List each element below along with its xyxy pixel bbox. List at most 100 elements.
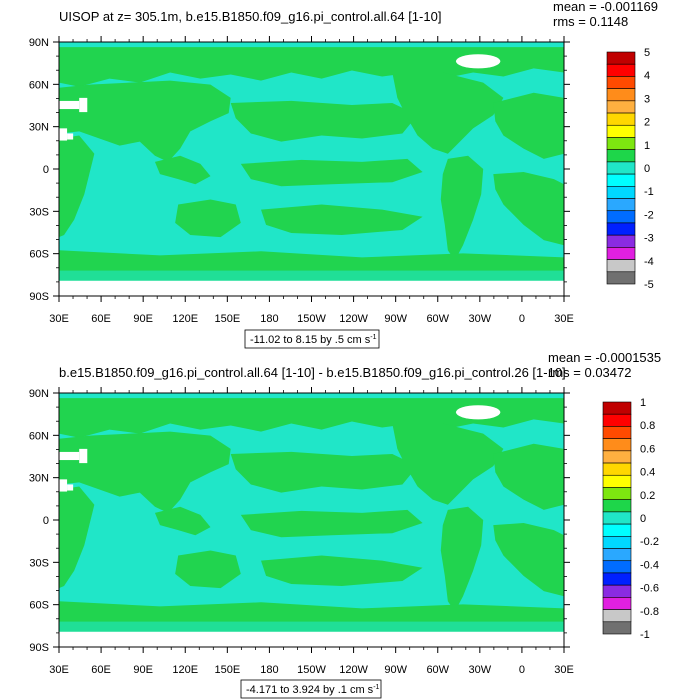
range-box: -4.171 to 3.924 by .1 cm s-1: [240, 679, 382, 699]
colorbar-label: -4: [644, 256, 654, 268]
longitude-axis: 30E 60E 90E 120E 150E 180 150W 120W 90W 60W 30W 0 30…: [49, 387, 574, 676]
lon-tick-label: 150E: [214, 313, 240, 325]
lon-tick-label: 30E: [554, 664, 574, 676]
colorbar-swatch: [602, 438, 632, 452]
colorbar-swatch: [602, 499, 632, 513]
lat-tick-label: 30N: [29, 122, 49, 134]
colorbar-swatch: [602, 413, 632, 427]
colorbar-swatch: [606, 271, 636, 285]
lon-tick-label: 30E: [49, 313, 69, 325]
colorbar-label: -0.2: [640, 536, 659, 548]
mean-value: mean = -0.0001535: [548, 350, 661, 365]
colorbar: 1 0.8 0.6 0.4 0.2 0 -0.2 -0.4 -0.6 -0.8 -1: [602, 397, 659, 641]
lat-tick-label: 30N: [29, 473, 49, 485]
lat-tick-label: 90N: [29, 37, 49, 49]
map-plot: [58, 41, 565, 297]
latitude-axis: 90N 60N 30N 0 30S 60S 90S: [29, 37, 570, 303]
colorbar-label: -0.8: [640, 606, 659, 618]
colorbar-swatch: [602, 572, 632, 586]
lat-tick-label: 60N: [29, 430, 49, 442]
panel-title: UISOP at z= 305.1m, b.e15.B1850.f09_g16.…: [59, 9, 441, 24]
lon-tick-label: 60W: [426, 664, 449, 676]
colorbar-swatch: [602, 584, 632, 598]
colorbar-swatch: [602, 487, 632, 500]
lon-tick-label: 90W: [384, 313, 407, 325]
lon-tick-label: 30E: [554, 313, 574, 325]
colorbar-label: 2: [644, 117, 650, 129]
lon-tick-label: 150E: [214, 664, 240, 676]
colorbar-swatch: [606, 149, 636, 163]
panel-top: UISOP at z= 305.1m, b.e15.B1850.f09_g16.…: [29, 0, 658, 349]
lat-tick-label: 90N: [29, 388, 49, 400]
colorbar-swatch: [606, 137, 636, 150]
lat-tick-label: 60S: [29, 600, 49, 612]
range-label: -4.171 to 3.924 by .1 cm s-1: [246, 684, 380, 696]
colorbar-label: -1: [640, 629, 650, 641]
colorbar-swatch: [606, 210, 636, 224]
lon-tick-label: 120W: [339, 664, 368, 676]
colorbar-swatch: [606, 186, 636, 199]
latitude-axis: 90N 60N 30N 0 30S 60S 90S: [29, 388, 570, 654]
colorbar-swatch: [602, 597, 632, 610]
colorbar-swatch: [602, 609, 632, 623]
colorbar-swatch: [606, 198, 636, 212]
colorbar-swatch: [602, 462, 632, 476]
lat-tick-label: 30S: [29, 557, 49, 569]
colorbar-label: 0.2: [640, 490, 655, 502]
lon-tick-label: 30W: [469, 313, 492, 325]
colorbar-label: 4: [644, 70, 650, 82]
colorbar-label: 0: [644, 163, 650, 175]
lon-tick-label: 60W: [426, 313, 449, 325]
lon-tick-label: 0: [519, 313, 525, 325]
panel-bottom: b.e15.B1850.f09_g16.pi_control.all.64 [1…: [29, 350, 661, 699]
colorbar-swatch: [606, 161, 636, 175]
colorbar-swatch: [606, 173, 636, 187]
colorbar-label: 3: [644, 93, 650, 105]
colorbar-label: 0: [640, 513, 646, 525]
rms-value: rms = 0.1148: [553, 14, 628, 29]
lat-tick-label: 0: [43, 515, 49, 527]
lon-tick-label: 90W: [384, 664, 407, 676]
colorbar-label: -2: [644, 209, 654, 221]
range-label: -11.02 to 8.15 by .5 cm s-1: [250, 334, 377, 346]
colorbar-swatch: [606, 100, 636, 114]
lon-tick-label: 180: [260, 664, 278, 676]
lon-tick-label: 150W: [297, 313, 326, 325]
panel-title: b.e15.B1850.f09_g16.pi_control.all.64 [1…: [59, 365, 566, 380]
colorbar-label: 5: [644, 47, 650, 59]
colorbar-label: -0.6: [640, 583, 659, 595]
colorbar-label: -3: [644, 233, 654, 245]
colorbar-label: 1: [644, 140, 650, 152]
colorbar-label: 0.4: [640, 467, 655, 479]
lon-tick-label: 60E: [91, 313, 111, 325]
lon-tick-label: 90E: [133, 664, 153, 676]
colorbar-swatch: [602, 621, 632, 635]
colorbar-label: -5: [644, 279, 654, 291]
colorbar: 5 4 3 2 1 0 -1 -2 -3 -4 -5: [606, 47, 654, 291]
lon-tick-label: 180: [260, 313, 278, 325]
lon-tick-label: 120E: [172, 313, 198, 325]
lon-tick-label: 60E: [91, 664, 111, 676]
colorbar-swatch: [602, 560, 632, 574]
colorbar-swatch: [606, 259, 636, 273]
lat-tick-label: 30S: [29, 206, 49, 218]
lat-tick-label: 60N: [29, 79, 49, 91]
lon-tick-label: 30E: [49, 664, 69, 676]
colorbar-label: 0.6: [640, 443, 655, 455]
lon-tick-label: 90E: [133, 313, 153, 325]
colorbar-swatch: [606, 112, 636, 126]
colorbar-swatch: [602, 511, 632, 525]
map-plot: [58, 392, 565, 648]
lon-tick-label: 30W: [469, 664, 492, 676]
lat-tick-label: 90S: [29, 642, 49, 654]
colorbar-label: 1: [640, 397, 646, 409]
longitude-axis: 30E 60E 90E 120E 150E 180 150W 120W 90W 60W 30W 0 30…: [49, 36, 574, 325]
colorbar-swatch: [602, 426, 632, 439]
colorbar-swatch: [602, 474, 632, 488]
colorbar-swatch: [606, 222, 636, 236]
colorbar-swatch: [602, 401, 632, 415]
colorbar-swatch: [606, 76, 636, 89]
colorbar-swatch: [606, 51, 636, 65]
colorbar-label: -1: [644, 186, 654, 198]
lat-tick-label: 60S: [29, 249, 49, 261]
